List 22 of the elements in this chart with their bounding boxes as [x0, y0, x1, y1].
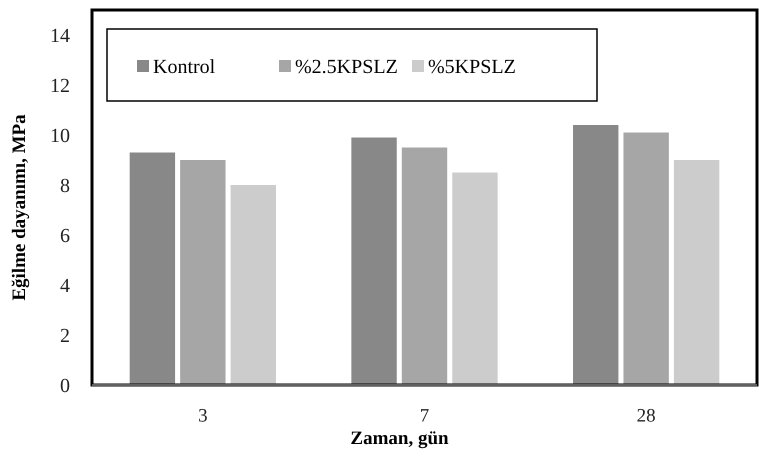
bar — [180, 160, 226, 385]
x-tick-label: 7 — [420, 406, 430, 427]
legend-label: %2.5KPSLZ — [295, 56, 398, 78]
y-tick-label: 10 — [50, 125, 70, 147]
x-tick-label: 3 — [198, 406, 208, 427]
legend-label: Kontrol — [153, 56, 216, 78]
y-axis-title: Eğilme dayanımı, MPa — [9, 114, 30, 301]
bar — [230, 185, 276, 385]
y-tick-label: 12 — [50, 75, 70, 97]
y-tick-label: 0 — [60, 375, 70, 397]
x-axis-title: Zaman, gün — [350, 428, 450, 449]
legend-label: %5KPSLZ — [428, 56, 516, 78]
x-tick-label: 28 — [636, 406, 656, 427]
y-tick-label: 6 — [60, 225, 70, 247]
y-tick-label: 2 — [60, 325, 70, 347]
y-tick-label: 14 — [50, 25, 70, 47]
bar — [674, 160, 720, 385]
bar — [623, 132, 669, 385]
y-tick-label: 4 — [60, 275, 70, 297]
bar — [452, 172, 498, 385]
y-tick-label: 8 — [60, 175, 70, 197]
bar — [402, 148, 448, 385]
